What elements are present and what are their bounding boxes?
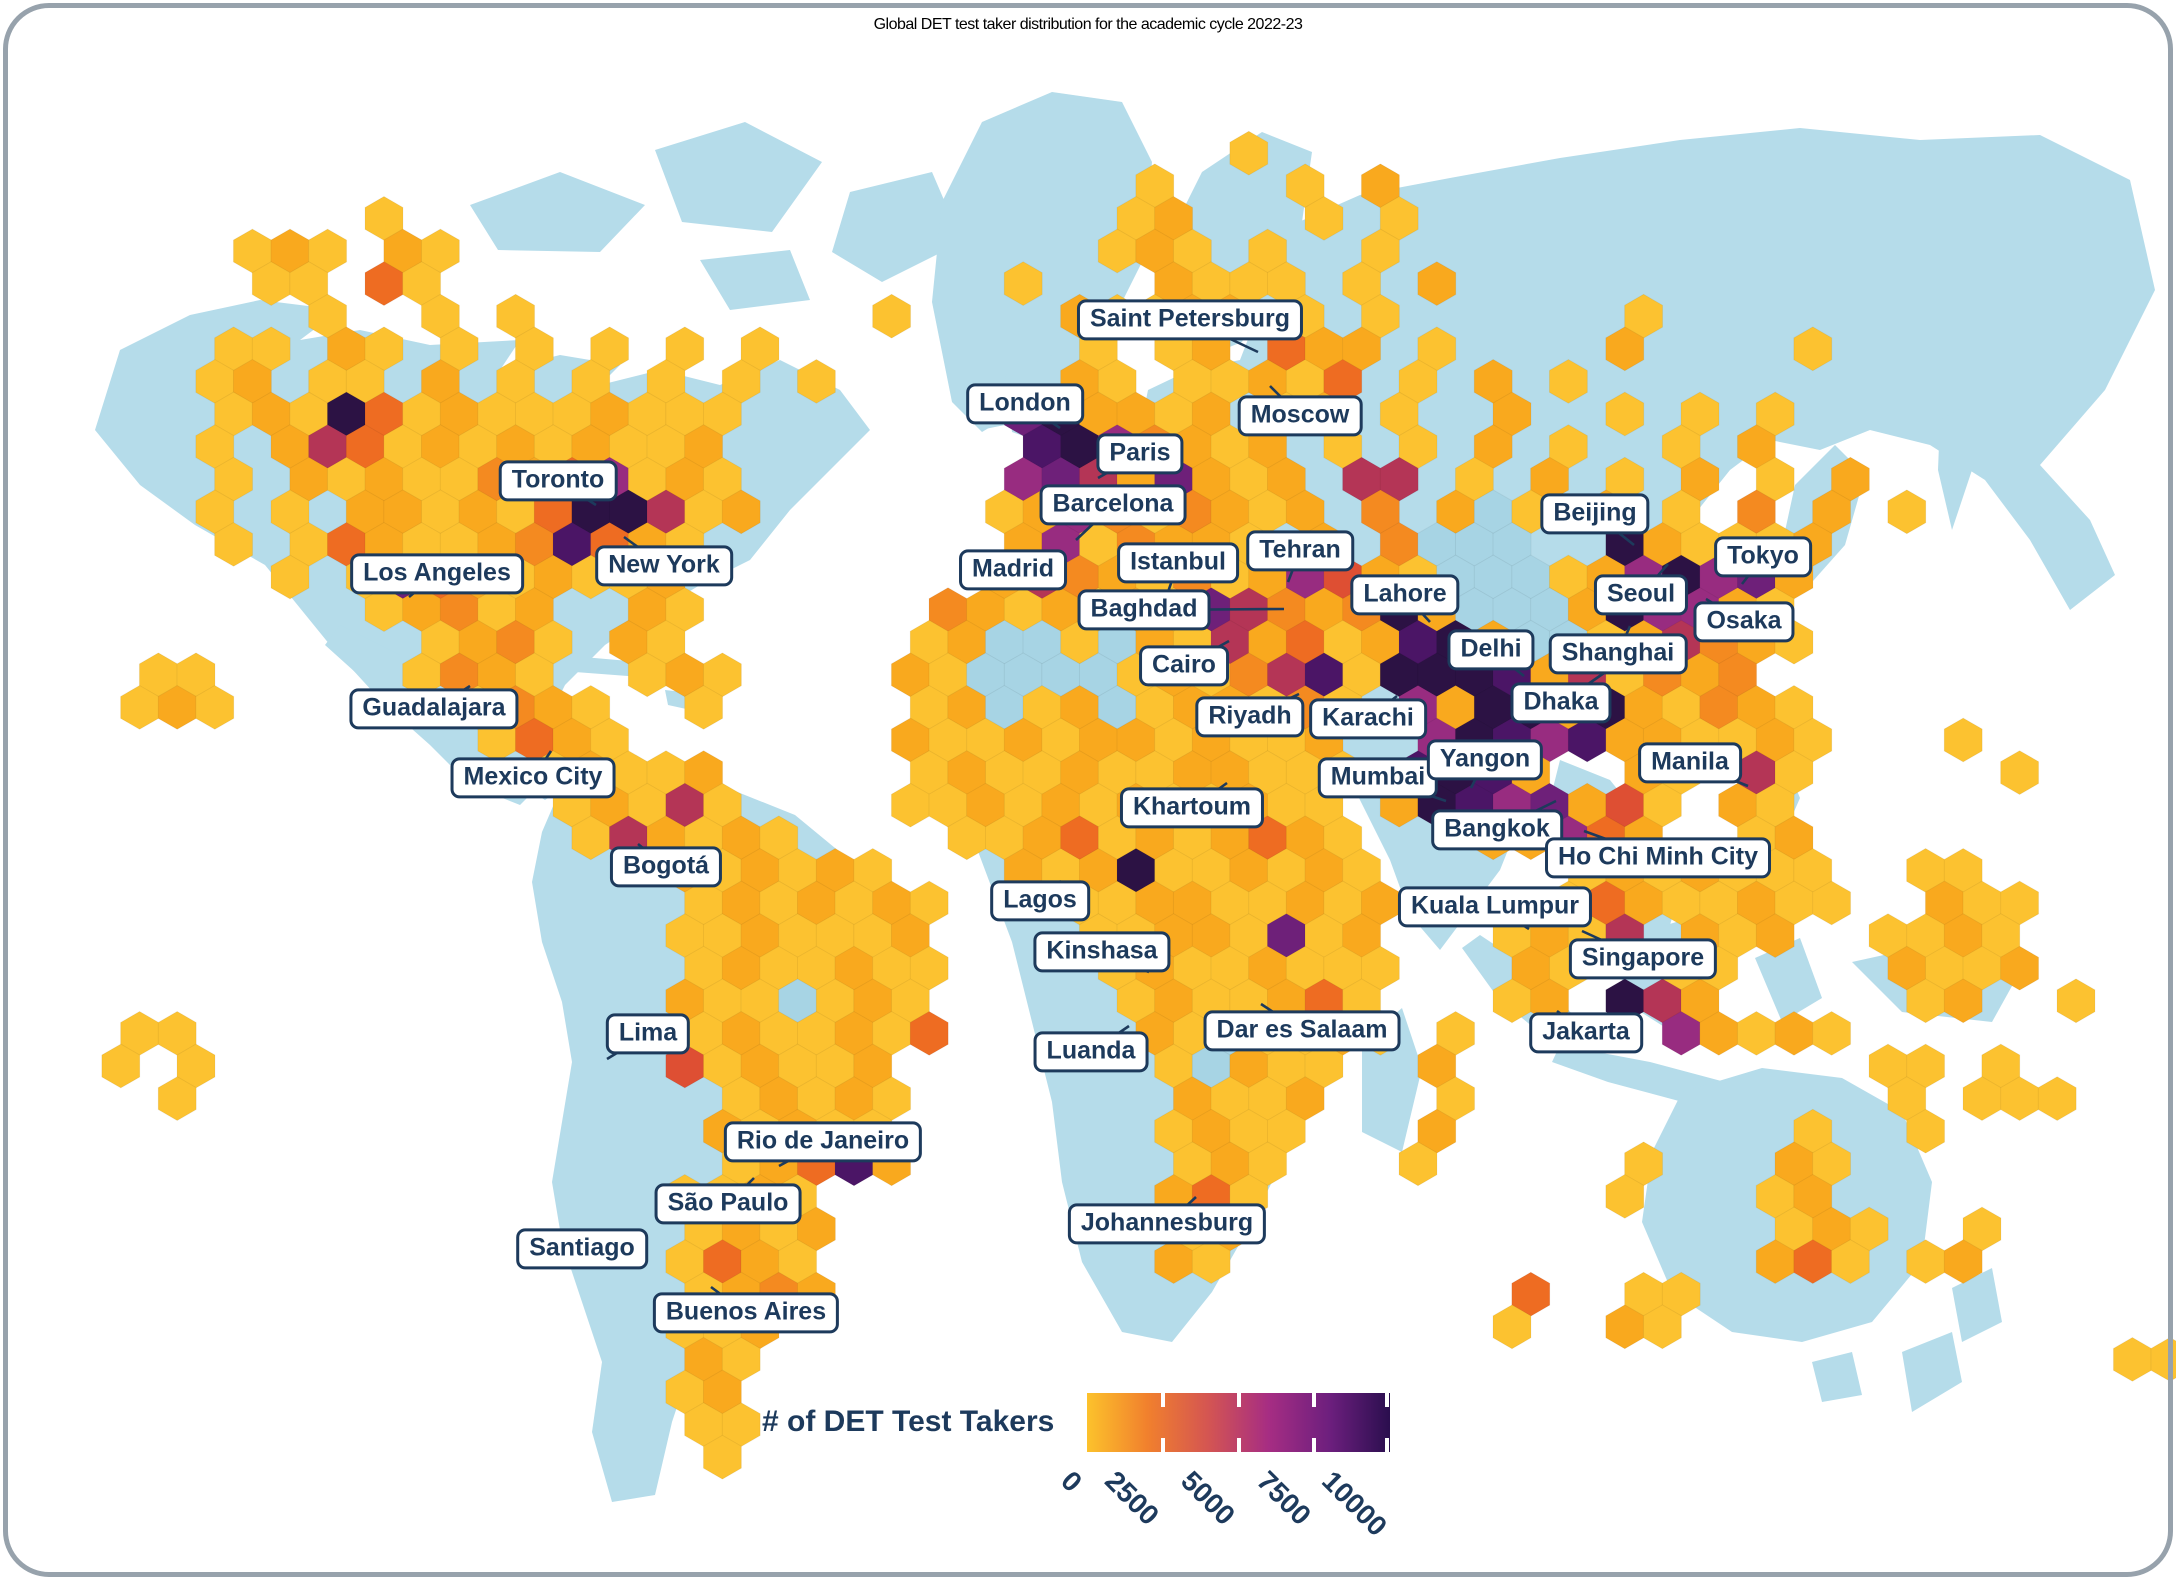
- hex-bin: [2000, 945, 2040, 991]
- hex-bin: [1906, 1108, 1946, 1154]
- city-label: Baghdad: [1077, 589, 1211, 631]
- city-label: Bogotá: [609, 846, 723, 888]
- hex-bin: [1642, 1304, 1682, 1350]
- city-label: Luanda: [1033, 1031, 1149, 1073]
- city-label: Riyadh: [1195, 696, 1305, 738]
- city-label: Singapore: [1568, 938, 1718, 980]
- city-label: Madrid: [959, 549, 1067, 591]
- city-label: Osaka: [1693, 601, 1795, 643]
- city-label: Ho Chi Minh City: [1545, 837, 1771, 879]
- city-label: Johannesburg: [1067, 1203, 1267, 1245]
- city-label: Seoul: [1593, 574, 1689, 616]
- city-label: Karachi: [1309, 698, 1427, 740]
- hex-bin: [270, 554, 310, 600]
- hex-bin: [721, 489, 761, 535]
- city-label: Saint Petersburg: [1076, 299, 1304, 341]
- hex-bin: [2037, 1076, 2077, 1122]
- city-label: Tehran: [1246, 530, 1354, 572]
- city-label: New York: [595, 545, 733, 587]
- city-label: Buenos Aires: [652, 1292, 840, 1334]
- landmass-java: [1552, 1045, 1725, 1108]
- hex-bin: [1943, 717, 1983, 763]
- hex-bin: [1003, 261, 1043, 307]
- hex-bin: [1887, 489, 1927, 535]
- city-label: Beijing: [1540, 493, 1650, 535]
- hex-bin: [1229, 130, 1269, 176]
- hex-bin: [1548, 358, 1588, 404]
- city-label: Shanghai: [1548, 633, 1688, 675]
- hex-bin: [2150, 1336, 2176, 1382]
- hex-bin: [195, 684, 235, 730]
- city-label: Guadalajara: [349, 688, 519, 730]
- city-label: Santiago: [516, 1228, 648, 1270]
- city-label: Manila: [1638, 742, 1742, 784]
- hex-bin: [1793, 326, 1833, 372]
- city-label: Los Angeles: [350, 553, 524, 595]
- city-label: Lagos: [990, 880, 1090, 922]
- hex-bin: [796, 358, 836, 404]
- landmass-greenland: [932, 92, 1152, 432]
- hex-bin: [1417, 261, 1457, 307]
- city-label: Moscow: [1237, 395, 1363, 437]
- city-label: Mexico City: [450, 757, 616, 799]
- city-label: Mumbai: [1317, 757, 1439, 799]
- hex-bin: [1492, 1304, 1532, 1350]
- hex-bin: [684, 684, 724, 730]
- hex-bin: [1605, 1173, 1645, 1219]
- hex-bin: [1736, 1010, 1776, 1056]
- hex-bin: [214, 521, 254, 567]
- hex-bin: [1755, 913, 1795, 959]
- city-label: Rio de Janeiro: [723, 1121, 923, 1163]
- city-label: Yangon: [1426, 739, 1544, 781]
- city-label: Toronto: [498, 460, 618, 502]
- city-label: Barcelona: [1039, 484, 1187, 526]
- hex-bin: [2056, 978, 2096, 1024]
- hex-bin: [1830, 1239, 1870, 1285]
- city-label: Lima: [605, 1013, 691, 1055]
- city-label: Cairo: [1139, 645, 1229, 687]
- hex-bin: [1812, 1010, 1852, 1056]
- hex-bin: [702, 1434, 742, 1480]
- hex-bin: [157, 1076, 197, 1122]
- hex-bin: [1605, 391, 1645, 437]
- hex-bin: [909, 1010, 949, 1056]
- landmass-new-zealand: [1902, 1268, 2002, 1412]
- city-label: Kinshasa: [1033, 931, 1171, 973]
- landmass-sakhalin: [1938, 408, 1972, 530]
- landmass-arctic-islands: [470, 122, 962, 310]
- hex-bin: [1812, 880, 1852, 926]
- city-label: Paris: [1096, 433, 1184, 475]
- city-label: Bangkok: [1431, 809, 1563, 851]
- city-label: London: [966, 383, 1084, 425]
- hex-bin: [872, 293, 912, 339]
- city-label: Dar es Salaam: [1203, 1010, 1401, 1052]
- city-label: Delhi: [1447, 629, 1535, 671]
- hex-bin: [1943, 1239, 1983, 1285]
- city-label: Jakarta: [1529, 1012, 1643, 1054]
- city-label: Tokyo: [1714, 536, 1812, 578]
- hex-bin: [1398, 1141, 1438, 1187]
- city-label: Khartoum: [1119, 787, 1265, 829]
- city-label: Kuala Lumpur: [1397, 886, 1593, 928]
- hex-bin: [1304, 195, 1344, 241]
- landmass-sulawesi: [1755, 938, 1822, 1022]
- hex-bin: [1605, 326, 1645, 372]
- city-label: Istanbul: [1117, 542, 1239, 584]
- page-title: Global DET test taker distribution for t…: [873, 16, 1303, 33]
- city-label: Lahore: [1350, 574, 1460, 616]
- hex-bin: [1191, 1239, 1231, 1285]
- city-label: São Paulo: [654, 1183, 802, 1225]
- hex-bin: [1943, 978, 1983, 1024]
- hex-bin: [101, 1043, 141, 1089]
- city-label: Dhaka: [1510, 682, 1612, 724]
- hex-bin: [2000, 750, 2040, 796]
- hex-bin: [2112, 1336, 2152, 1382]
- landmass-tasmania: [1812, 1352, 1862, 1402]
